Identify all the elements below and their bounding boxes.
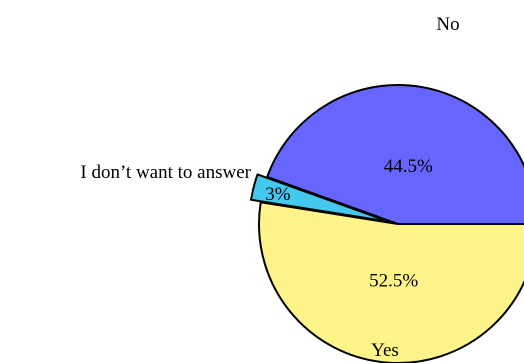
pie-slice-3 (258, 201, 524, 363)
pie-category-label-2: I don’t want to answer (80, 162, 251, 183)
pie-category-label-1: No (436, 14, 459, 35)
pie-slice-1 (266, 84, 524, 225)
pie-value-label-1: 44.5% (384, 156, 433, 177)
pie-labels: 44.5% No 3% I don’t want to answer 52.5% Yes (80, 14, 459, 361)
pie-value-label-3: 52.5% (369, 270, 418, 291)
pie-slice-2 (250, 173, 390, 223)
pie-slices (250, 84, 524, 363)
pie-value-label-2: 3% (265, 184, 291, 205)
pie-category-label-3: Yes (371, 340, 399, 361)
